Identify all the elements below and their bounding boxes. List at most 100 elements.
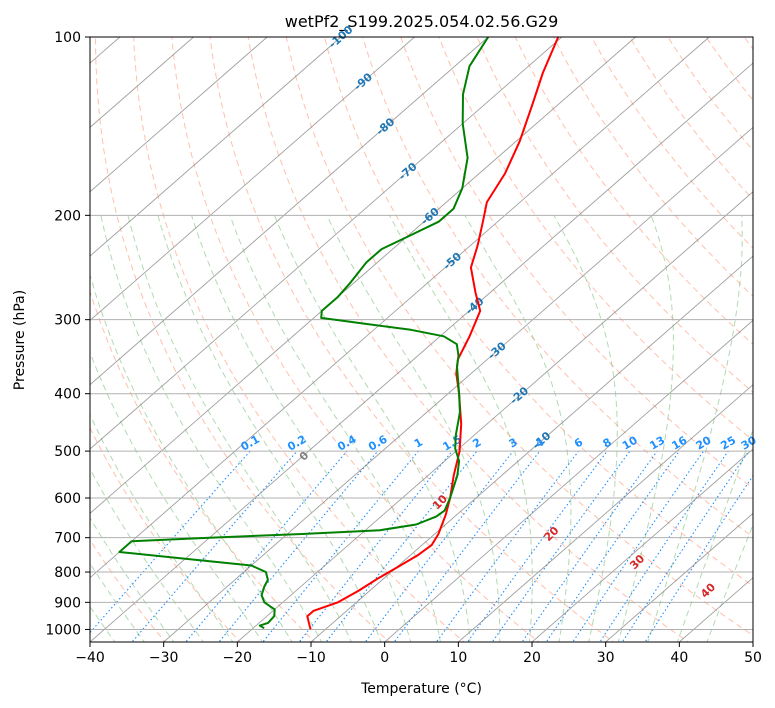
dry-adiabat-line <box>743 37 753 50</box>
moist-adiabat-line <box>647 215 743 642</box>
plot-frame <box>89 36 754 643</box>
y-tick-label: 300 <box>54 313 81 329</box>
y-tick-label: 1000 <box>45 622 81 638</box>
moist-adiabat-line <box>90 562 146 642</box>
mixing-ratio-line <box>621 450 750 642</box>
moist-adiabat-label: 20 <box>541 524 561 544</box>
isotherm-line <box>90 37 415 321</box>
x-axis-label: Temperature (°C) <box>360 681 482 697</box>
x-ticks: −40 −30 −20 −10 0 10 20 30 40 50 <box>75 642 762 666</box>
mixing-ratio-label: 30 <box>739 433 759 452</box>
mixing-ratio-line <box>521 450 658 642</box>
moist-adiabat-label: 40 <box>698 580 718 600</box>
y-axis-label: Pressure (hPa) <box>12 290 28 390</box>
dry-adiabat-line <box>209 37 615 642</box>
mixing-ratio-line <box>364 450 514 642</box>
mixing-ratio-label: 0.6 <box>366 432 390 453</box>
y-tick-label: 900 <box>54 595 81 611</box>
mixing-ratio-label: 0.4 <box>335 432 359 453</box>
moist-adiabat-line <box>229 215 441 642</box>
isotherm-line <box>90 37 636 514</box>
y-tick-label: 100 <box>54 30 81 46</box>
mixing-ratio-line <box>599 450 729 642</box>
dry-adiabat-line <box>362 37 753 538</box>
mixing-ratio-line <box>435 450 580 642</box>
x-tick-label: 30 <box>597 650 615 666</box>
dry-adiabat-line <box>247 37 690 642</box>
x-tick-label: 20 <box>523 650 541 666</box>
temperature-profile-line <box>306 37 560 630</box>
isotherm-line <box>90 37 563 450</box>
dewpoint-profile-line <box>118 37 490 630</box>
mixing-ratio-line <box>298 450 453 642</box>
dry-adiabat-line <box>95 37 391 642</box>
dry-adiabat-line <box>552 37 753 298</box>
y-tick-label: 400 <box>54 387 81 403</box>
moist-adiabat-line <box>100 215 323 642</box>
isotherm-line <box>90 37 342 257</box>
isotherm-label: -30 <box>485 339 509 362</box>
moist-adiabat-line <box>157 215 382 642</box>
isotherm-line <box>90 62 753 642</box>
x-tick-label: −30 <box>149 650 179 666</box>
moist-adiabat-line <box>90 467 204 642</box>
moist-adiabat-line <box>553 215 618 642</box>
isotherm-line <box>310 255 753 642</box>
x-tick-label: −10 <box>296 650 326 666</box>
mixing-ratio-line <box>325 450 478 642</box>
isotherm-label: -20 <box>508 384 532 407</box>
y-tick-label: 700 <box>54 531 81 547</box>
y-tick-label: 600 <box>54 491 81 507</box>
moist-adiabat-line <box>90 351 264 642</box>
moist-adiabat-line <box>90 516 175 642</box>
y-tick-label: 500 <box>54 444 81 460</box>
moist-adiabat-line <box>706 523 753 642</box>
isotherm-line <box>237 191 753 642</box>
isotherm-label: -40 <box>463 294 487 317</box>
dry-adiabat-line <box>323 37 753 587</box>
dry-adiabat-line <box>438 37 753 441</box>
mixing-ratio-label: 20 <box>694 433 714 452</box>
x-tick-label: −40 <box>75 650 105 666</box>
mixing-ratio-label: 2 <box>470 436 483 451</box>
dry-adiabat-line <box>90 426 241 642</box>
mixing-ratio-label: 1 <box>412 436 425 451</box>
isotherm-line <box>531 448 753 642</box>
dry-adiabat-line <box>629 37 753 201</box>
mixing-ratio-label: 13 <box>647 434 667 453</box>
isotherm-label: -90 <box>351 70 375 93</box>
isotherm-line <box>605 512 753 642</box>
isotherm-line <box>752 641 753 642</box>
moist-adiabat-label: 30 <box>627 552 647 572</box>
mixing-ratio-line <box>90 450 251 634</box>
x-tick-label: 40 <box>670 650 688 666</box>
isotherm-line <box>90 37 268 193</box>
x-tick-label: 0 <box>380 650 389 666</box>
isotherm-line <box>163 126 753 642</box>
dry-adiabat-line <box>591 37 753 249</box>
isotherm-line <box>90 37 489 386</box>
dry-adiabat-line <box>90 290 316 642</box>
dry-adiabat-line <box>476 37 753 393</box>
isotherm-line <box>384 319 753 642</box>
dry-adiabat-line <box>667 37 753 152</box>
mixing-ratio-label: 0.2 <box>285 433 308 454</box>
x-tick-label: 50 <box>744 650 762 666</box>
y-tick-label: 800 <box>54 565 81 581</box>
dry-adiabat-line <box>285 37 753 636</box>
profile-series <box>118 37 560 630</box>
isotherm-label: -80 <box>374 115 398 138</box>
mixing-ratio-label: 3 <box>507 436 520 451</box>
moist-adiabat-line <box>191 215 412 642</box>
diagram-labels: -100-90-80-70-60-50-40-30-20-100.1 0.2 0.4… <box>238 23 758 601</box>
moist-adiabat-line <box>389 215 533 642</box>
dry-adiabat-line <box>171 37 540 642</box>
mixing-ratio-line <box>262 450 419 642</box>
mixing-ratio-label: 16 <box>669 433 689 452</box>
x-tick-label: −20 <box>223 650 253 666</box>
mixing-ratio-line <box>572 450 705 642</box>
mixing-ratio-line <box>466 450 608 642</box>
mixing-ratio-line <box>545 450 680 642</box>
moist-adiabat-line <box>127 215 352 642</box>
